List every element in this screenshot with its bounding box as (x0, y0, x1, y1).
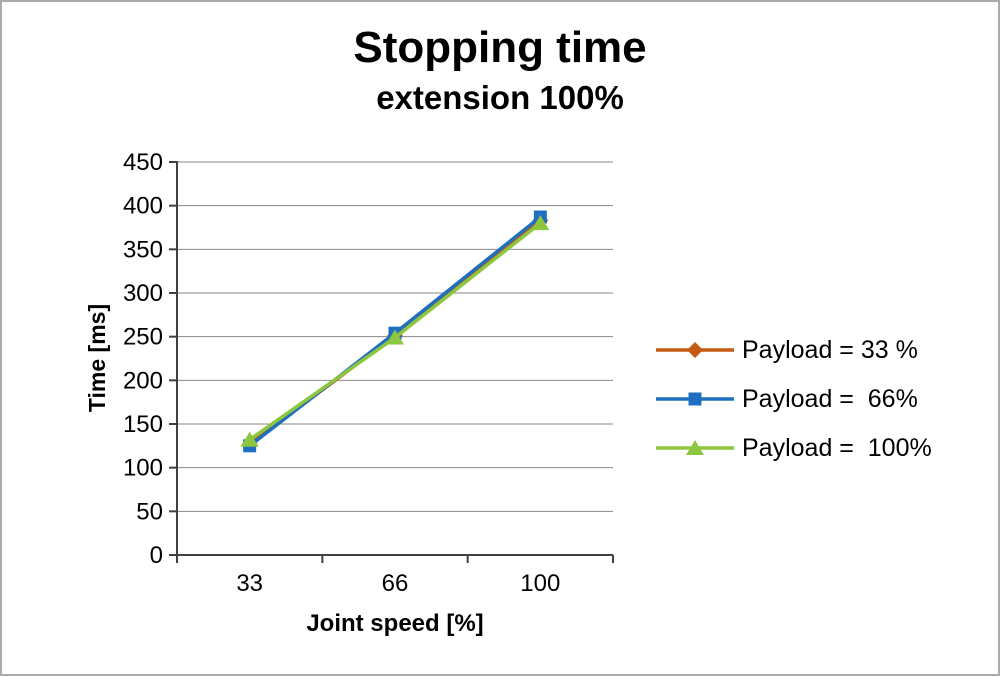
legend-diamond-icon (656, 342, 734, 358)
legend-label: Payload = 100% (742, 433, 932, 462)
svg-text:66: 66 (382, 570, 409, 597)
legend: Payload = 33 % Payload = 66% Payload = 100… (654, 332, 932, 466)
svg-text:350: 350 (123, 236, 163, 263)
svg-text:300: 300 (123, 280, 163, 307)
svg-text:250: 250 (123, 324, 163, 351)
y-axis-title: Time [ms] (84, 303, 110, 413)
svg-text:100: 100 (123, 455, 163, 482)
svg-text:50: 50 (136, 498, 163, 525)
chart-title: Stopping time (353, 23, 647, 72)
svg-text:200: 200 (123, 367, 163, 394)
svg-text:0: 0 (150, 542, 163, 569)
legend-item: Payload = 66% (654, 381, 932, 417)
chart-subtitle: extension 100% (376, 79, 624, 116)
svg-text:400: 400 (123, 193, 163, 220)
svg-text:33: 33 (236, 570, 263, 597)
legend-item: Payload = 100% (654, 430, 932, 466)
legend-label: Payload = 33 % (742, 335, 918, 364)
legend-label: Payload = 66% (742, 384, 918, 413)
x-axis-title: Joint speed [%] (306, 610, 484, 637)
svg-text:100: 100 (520, 570, 560, 597)
svg-text:150: 150 (123, 411, 163, 438)
legend-square-icon (656, 392, 734, 406)
legend-item: Payload = 33 % (654, 332, 932, 368)
legend-triangle-icon (656, 440, 734, 455)
svg-text:450: 450 (123, 149, 163, 176)
